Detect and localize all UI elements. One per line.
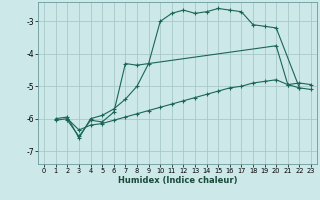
X-axis label: Humidex (Indice chaleur): Humidex (Indice chaleur) <box>118 176 237 185</box>
